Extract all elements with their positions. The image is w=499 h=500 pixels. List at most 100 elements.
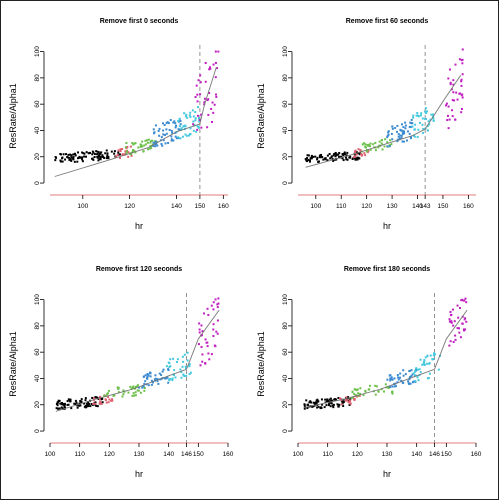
chart-title: Remove first 0 seconds bbox=[100, 18, 179, 25]
data-point bbox=[305, 399, 308, 402]
data-point bbox=[421, 363, 424, 366]
data-point bbox=[107, 396, 110, 399]
data-point bbox=[153, 142, 156, 145]
data-point bbox=[417, 128, 420, 131]
data-point bbox=[101, 155, 104, 158]
data-point bbox=[165, 122, 168, 125]
cluster-1 bbox=[55, 396, 104, 410]
data-point bbox=[353, 392, 356, 395]
data-point bbox=[183, 353, 186, 356]
data-point bbox=[136, 389, 139, 392]
data-point bbox=[458, 58, 461, 61]
data-point bbox=[132, 385, 135, 388]
data-point bbox=[386, 145, 389, 148]
data-point bbox=[319, 156, 322, 159]
data-point bbox=[419, 358, 422, 361]
data-point bbox=[448, 318, 451, 321]
data-point bbox=[360, 153, 363, 156]
data-point bbox=[364, 143, 367, 146]
data-point bbox=[204, 80, 207, 83]
data-point bbox=[386, 378, 389, 381]
data-point bbox=[424, 356, 427, 359]
data-point bbox=[396, 124, 399, 127]
data-point bbox=[383, 390, 386, 393]
data-point bbox=[445, 104, 448, 107]
data-point bbox=[158, 372, 161, 375]
data-point bbox=[170, 139, 173, 142]
data-point bbox=[110, 150, 113, 153]
data-point bbox=[207, 113, 210, 116]
cluster-2 bbox=[92, 394, 114, 406]
data-point bbox=[89, 405, 92, 408]
data-point bbox=[133, 149, 136, 152]
x-tick-label: 150 bbox=[194, 203, 205, 210]
data-point bbox=[56, 404, 59, 407]
data-point bbox=[417, 379, 420, 382]
data-point bbox=[311, 405, 314, 408]
data-point bbox=[328, 152, 331, 155]
data-point bbox=[217, 297, 220, 300]
data-point bbox=[346, 399, 349, 402]
x-tick-label: 150 bbox=[193, 451, 204, 458]
data-point bbox=[196, 93, 199, 96]
data-point bbox=[152, 141, 155, 144]
y-tick-label: 80 bbox=[34, 322, 41, 330]
data-point bbox=[452, 91, 455, 94]
data-point bbox=[101, 401, 104, 404]
data-point bbox=[402, 140, 405, 143]
data-point bbox=[131, 150, 134, 153]
data-point bbox=[430, 113, 433, 116]
data-point bbox=[194, 119, 197, 122]
data-point bbox=[357, 156, 360, 159]
data-point bbox=[409, 121, 412, 124]
data-point bbox=[386, 141, 389, 144]
data-point bbox=[107, 155, 110, 158]
data-point bbox=[390, 377, 393, 380]
data-point bbox=[454, 63, 457, 66]
data-point bbox=[174, 122, 177, 125]
data-point bbox=[409, 375, 412, 378]
data-point bbox=[124, 150, 127, 153]
data-point bbox=[456, 304, 459, 307]
data-point bbox=[117, 151, 120, 154]
data-point bbox=[394, 126, 397, 129]
data-point bbox=[106, 152, 109, 155]
data-point bbox=[456, 327, 459, 330]
data-point bbox=[150, 383, 153, 386]
data-point bbox=[173, 369, 176, 372]
data-point bbox=[451, 115, 454, 118]
data-point bbox=[188, 365, 191, 368]
data-point bbox=[73, 160, 76, 163]
data-point bbox=[415, 114, 418, 117]
data-point bbox=[81, 158, 84, 161]
data-point bbox=[60, 406, 63, 409]
data-point bbox=[87, 402, 90, 405]
data-point bbox=[113, 394, 116, 397]
data-point bbox=[349, 155, 352, 158]
cluster-5 bbox=[175, 106, 201, 140]
data-point bbox=[401, 123, 404, 126]
data-point bbox=[84, 397, 87, 400]
y-tick-label: 100 bbox=[34, 46, 41, 57]
data-point bbox=[196, 106, 199, 109]
data-point bbox=[214, 76, 217, 79]
data-point bbox=[121, 148, 124, 151]
data-point bbox=[452, 324, 455, 327]
data-point bbox=[194, 96, 197, 99]
data-point bbox=[173, 120, 176, 123]
data-point bbox=[400, 134, 403, 137]
data-point bbox=[139, 145, 142, 148]
data-point bbox=[67, 403, 70, 406]
data-point bbox=[433, 352, 436, 355]
data-point bbox=[305, 159, 308, 162]
data-point bbox=[141, 385, 144, 388]
data-point bbox=[139, 391, 142, 394]
y-tick-label: 20 bbox=[282, 401, 289, 409]
data-point bbox=[196, 128, 199, 131]
data-point bbox=[122, 393, 125, 396]
data-point bbox=[424, 117, 427, 120]
y-tick-label: 80 bbox=[282, 74, 289, 82]
data-point bbox=[410, 125, 413, 128]
data-point bbox=[194, 111, 197, 114]
data-point bbox=[178, 117, 181, 120]
